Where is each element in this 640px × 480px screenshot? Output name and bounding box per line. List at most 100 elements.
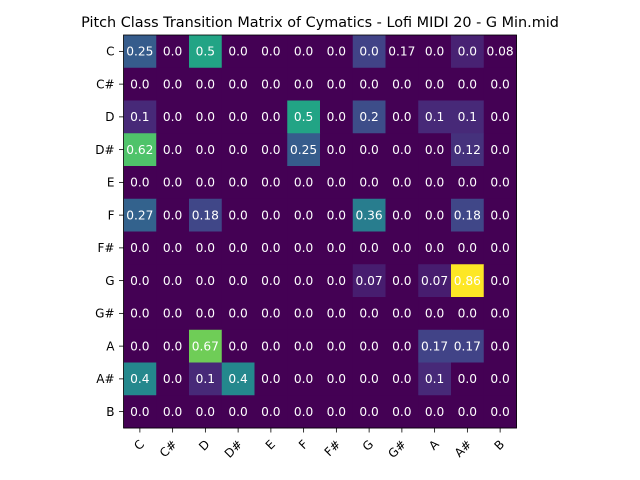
cell-value-label: 0.0	[294, 77, 313, 91]
cell-value-label: 0.0	[261, 241, 280, 255]
heatmap-cell	[385, 133, 419, 167]
cell-value-label: 0.0	[163, 45, 182, 59]
heatmap-cell	[287, 362, 321, 396]
heatmap-cell	[189, 264, 223, 298]
heatmap-cell	[418, 67, 452, 101]
heatmap-cell	[123, 166, 157, 200]
heatmap-cell	[221, 35, 255, 69]
heatmap-cell	[287, 67, 321, 101]
cell-value-label: 0.0	[228, 208, 247, 222]
heatmap-cell	[385, 166, 419, 200]
cell-value-label: 0.18	[192, 208, 219, 222]
heatmap-cell	[189, 395, 223, 429]
cell-value-label: 0.0	[490, 372, 509, 386]
cell-value-label: 0.27	[126, 208, 153, 222]
heatmap-cell	[221, 198, 255, 232]
cell-value-label: 0.0	[228, 77, 247, 91]
cell-value-label: 0.0	[294, 307, 313, 321]
cell-value-label: 0.0	[392, 307, 411, 321]
cell-value-label: 0.0	[359, 143, 378, 157]
heatmap-cell	[385, 198, 419, 232]
cell-value-label: 0.5	[196, 45, 215, 59]
heatmap-cell	[320, 395, 354, 429]
heatmap-cell	[221, 67, 255, 101]
heatmap-cell	[451, 198, 485, 232]
cell-value-label: 0.67	[192, 339, 219, 353]
y-tick-label: D#	[95, 143, 114, 157]
heatmap-cell	[483, 362, 517, 396]
cell-value-label: 0.0	[425, 45, 444, 59]
heatmap-cell	[156, 264, 190, 298]
cell-value-label: 0.0	[261, 45, 280, 59]
heatmap-cell	[221, 297, 255, 331]
heatmap-cell	[221, 231, 255, 265]
cell-value-label: 0.0	[196, 176, 215, 190]
cell-value-label: 0.0	[261, 372, 280, 386]
y-tick-label: A#	[96, 372, 114, 386]
cell-value-label: 0.1	[425, 372, 444, 386]
cell-value-label: 0.0	[294, 274, 313, 288]
cell-value-label: 0.0	[327, 208, 346, 222]
heatmap-cell	[352, 231, 386, 265]
heatmap-cell	[385, 329, 419, 363]
y-tick-label: A	[106, 339, 115, 353]
cell-value-label: 0.2	[359, 110, 378, 124]
heatmap-cell	[352, 133, 386, 167]
cell-value-label: 0.0	[425, 77, 444, 91]
cell-value-label: 0.0	[392, 208, 411, 222]
heatmap-cell	[451, 100, 485, 134]
cell-value-label: 0.86	[454, 274, 481, 288]
heatmap-cell	[287, 264, 321, 298]
cell-value-label: 0.0	[228, 274, 247, 288]
cell-value-label: 0.4	[228, 372, 248, 386]
cell-value-label: 0.0	[359, 77, 378, 91]
cell-value-label: 0.0	[130, 307, 149, 321]
cell-value-label: 0.0	[425, 241, 444, 255]
cell-value-label: 0.0	[392, 77, 411, 91]
cell-value-label: 0.0	[196, 241, 215, 255]
heatmap-cell	[287, 133, 321, 167]
cell-value-label: 0.0	[261, 110, 280, 124]
cell-value-label: 0.0	[228, 45, 247, 59]
cell-value-label: 0.17	[421, 339, 448, 353]
cell-value-label: 0.0	[294, 176, 313, 190]
cell-value-label: 0.0	[392, 110, 411, 124]
heatmap-cells	[123, 35, 517, 429]
heatmap-cell	[189, 297, 223, 331]
cell-value-label: 0.0	[228, 241, 247, 255]
heatmap-cell	[156, 100, 190, 134]
heatmap-cell	[287, 297, 321, 331]
heatmap-cell	[451, 67, 485, 101]
heatmap-cell	[221, 395, 255, 429]
heatmap-cell	[352, 100, 386, 134]
heatmap-cell	[385, 35, 419, 69]
heatmap-cell	[254, 198, 288, 232]
cell-value-label: 0.0	[163, 339, 182, 353]
heatmap-cell	[352, 166, 386, 200]
heatmap-cell	[483, 231, 517, 265]
heatmap-cell	[254, 395, 288, 429]
cell-value-label: 0.0	[261, 274, 280, 288]
heatmap-cell	[287, 395, 321, 429]
cell-value-label: 0.0	[196, 143, 215, 157]
cell-value-label: 0.0	[392, 372, 411, 386]
heatmap-cell	[451, 297, 485, 331]
cell-value-label: 0.0	[196, 307, 215, 321]
cell-value-label: 0.25	[126, 45, 153, 59]
heatmap-cell	[123, 362, 157, 396]
heatmap-cell	[123, 297, 157, 331]
heatmap-cell	[418, 264, 452, 298]
heatmap-cell	[385, 264, 419, 298]
heatmap-cell	[320, 133, 354, 167]
heatmap-cell	[320, 35, 354, 69]
heatmap-cell	[483, 329, 517, 363]
y-axis: C C# D D# E F F# G G# A A# B	[95, 45, 124, 419]
heatmap-cell	[385, 395, 419, 429]
cell-value-label: 0.0	[327, 274, 346, 288]
heatmap-cell	[320, 231, 354, 265]
cell-value-label: 0.62	[126, 143, 153, 157]
heatmap-cell	[320, 67, 354, 101]
cell-value-label: 0.1	[130, 110, 149, 124]
heatmap-cell	[254, 35, 288, 69]
